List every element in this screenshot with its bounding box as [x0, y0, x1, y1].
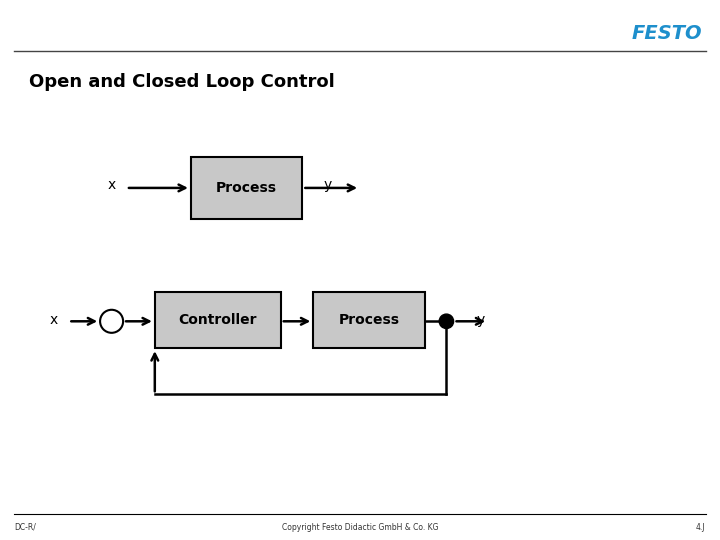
Bar	[191, 157, 302, 219]
Bar	[313, 292, 425, 348]
Text: Open and Closed Loop Control: Open and Closed Loop Control	[29, 73, 335, 91]
Text: x: x	[50, 313, 58, 327]
Text: y: y	[323, 178, 332, 192]
Bar	[155, 292, 281, 348]
Text: Controller: Controller	[179, 313, 257, 327]
Text: DC-R/: DC-R/	[14, 523, 36, 532]
Text: FESTO: FESTO	[631, 24, 702, 43]
Text: y: y	[477, 313, 485, 327]
Text: 4.J: 4.J	[696, 523, 706, 532]
Text: x: x	[107, 178, 116, 192]
Ellipse shape	[439, 314, 454, 328]
Text: Process: Process	[216, 181, 277, 194]
Text: Process: Process	[338, 313, 400, 327]
Ellipse shape	[100, 310, 123, 333]
Text: Copyright Festo Didactic GmbH & Co. KG: Copyright Festo Didactic GmbH & Co. KG	[282, 523, 438, 532]
